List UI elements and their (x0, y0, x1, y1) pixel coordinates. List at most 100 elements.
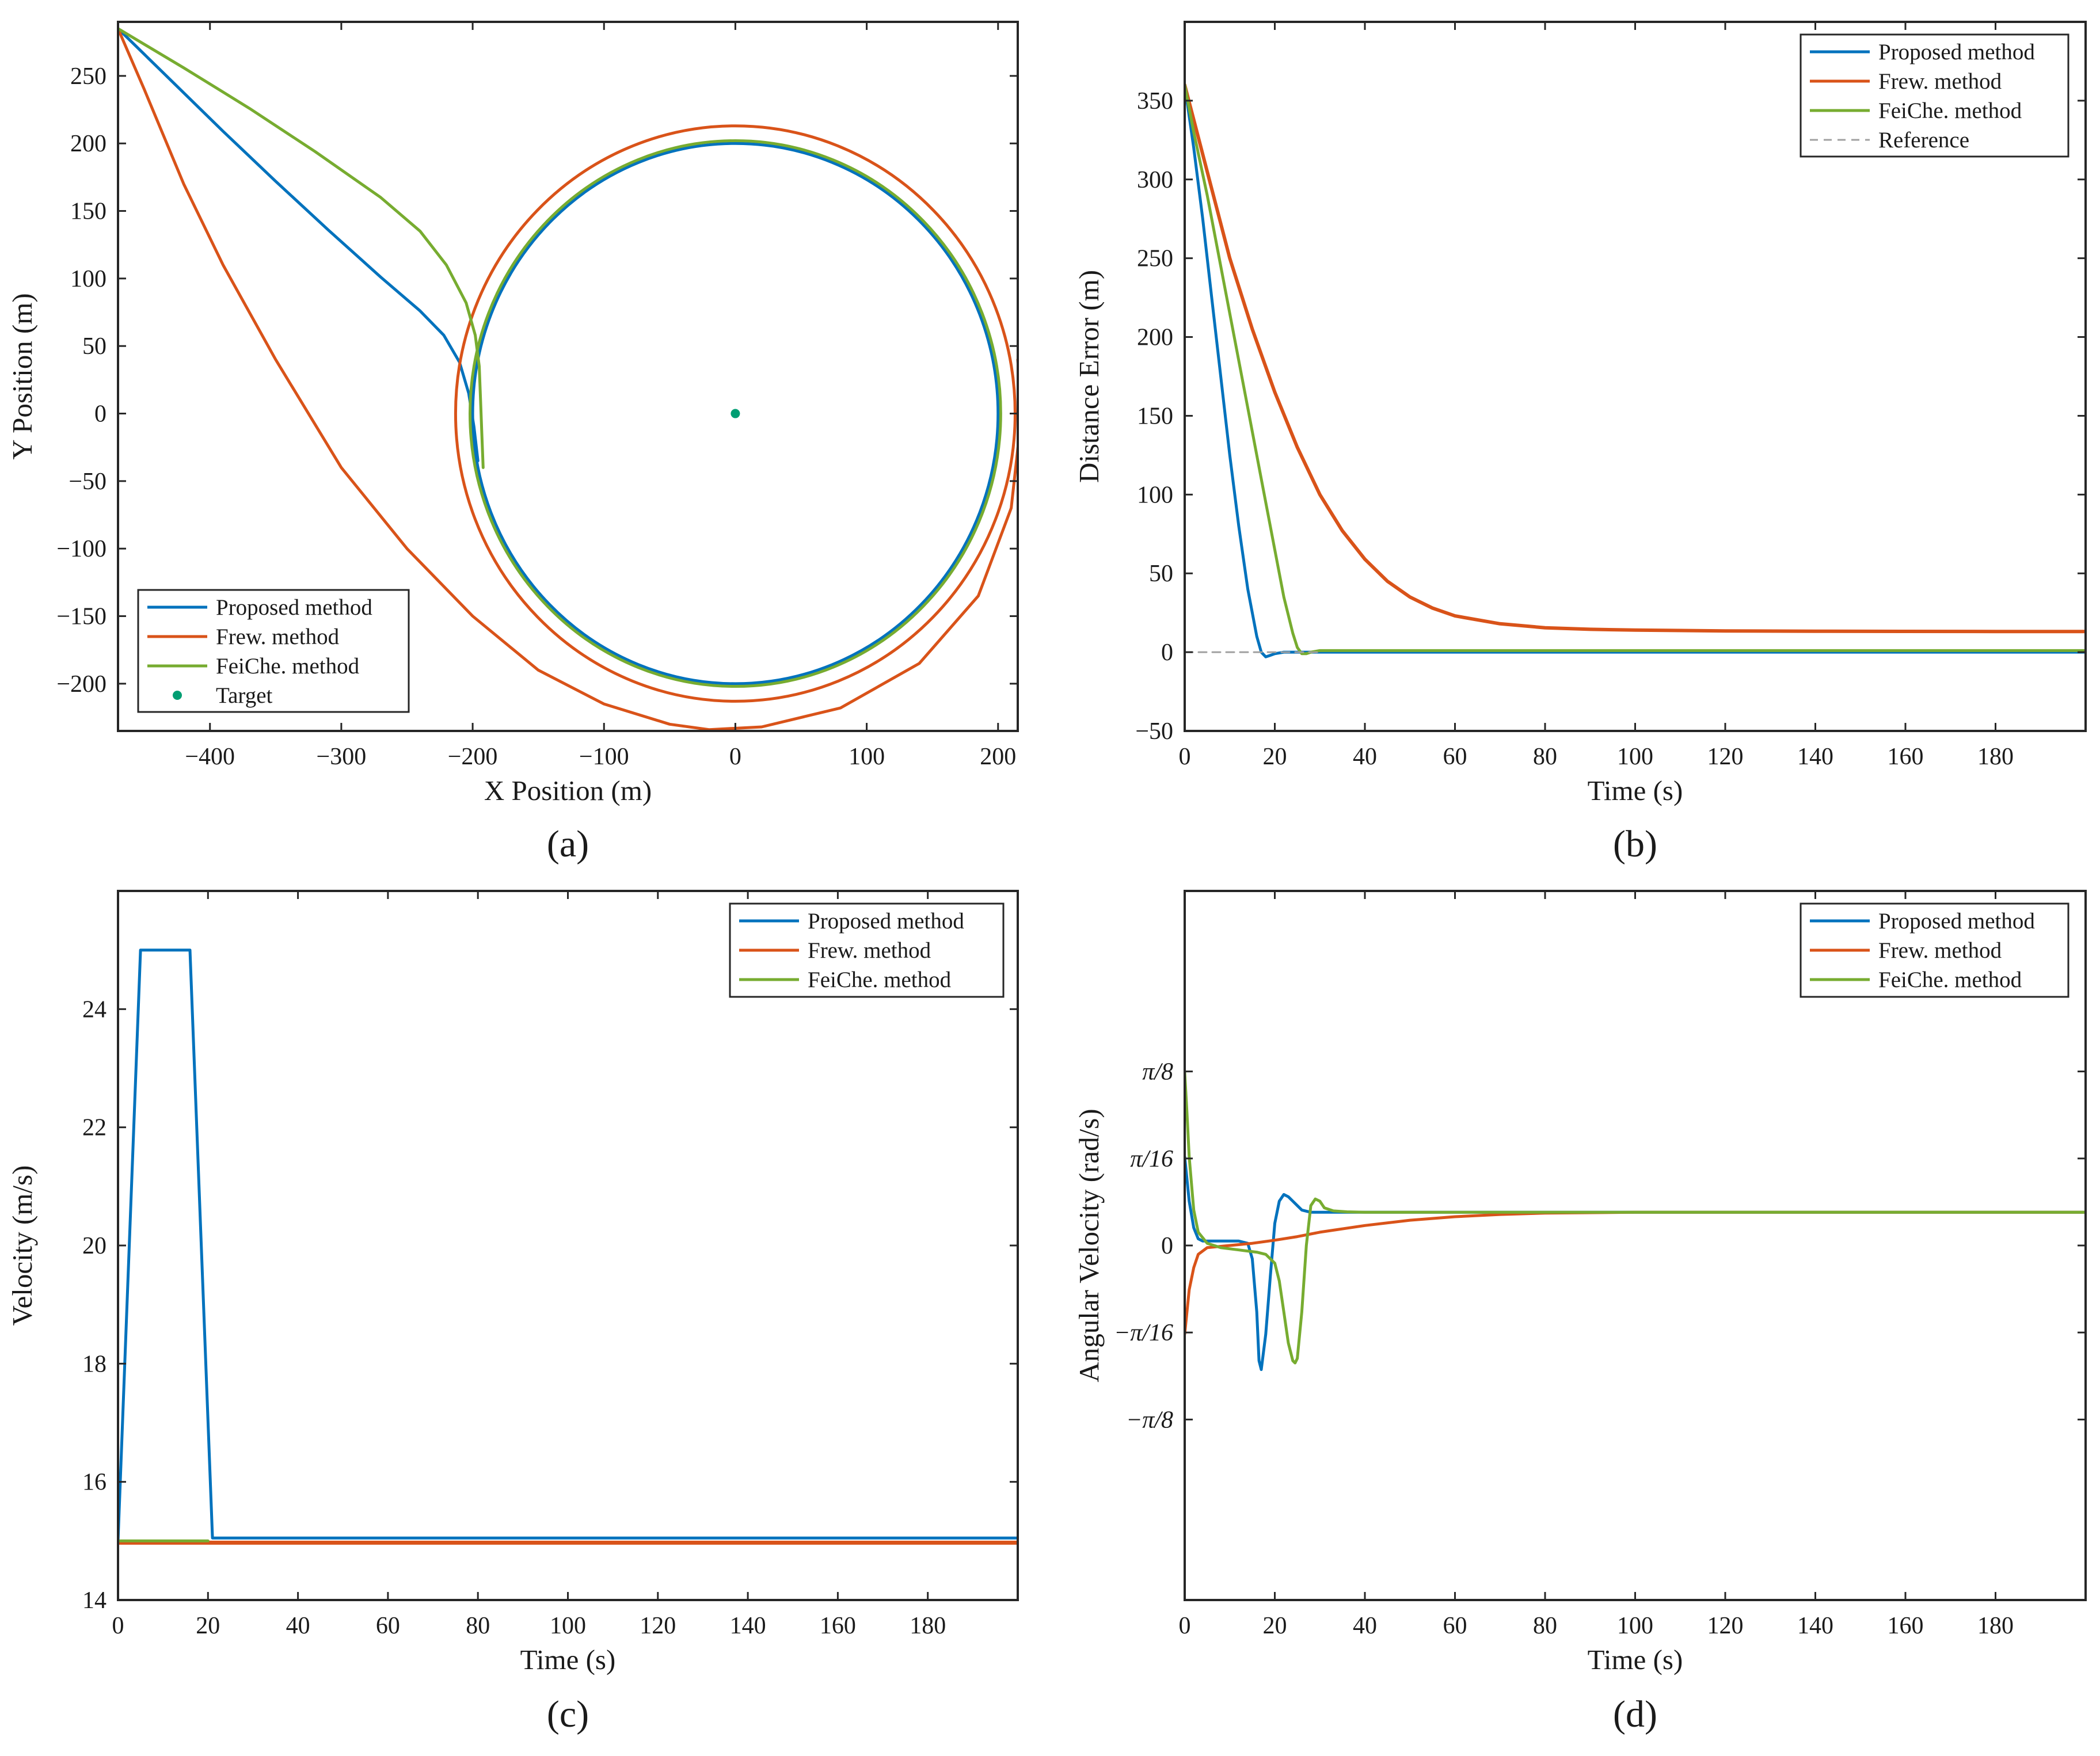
panel-a-y-tick-label: −150 (56, 604, 106, 630)
panel-b-label: (b) (1613, 823, 1657, 865)
panel-d-y-tick-label: −π/16 (1114, 1320, 1173, 1346)
panel-a-x-tick-label: −400 (185, 744, 235, 770)
panel-c-x-tick-label: 140 (730, 1613, 766, 1639)
panel-c-x-tick-label: 80 (466, 1613, 490, 1639)
panel-d-y-tick-label: π/16 (1130, 1146, 1173, 1172)
panel-a-legend-label-feiche-method: FeiChe. method (216, 654, 360, 679)
panel-a-series-feiche-method-orbit (469, 139, 1002, 688)
panel-b-legend-label-feiche-method: FeiChe. method (1878, 98, 2022, 123)
panel-d-series-proposed-method (1185, 1155, 2086, 1372)
panel-c-series-proposed-method (118, 949, 1018, 1542)
panel-a-x-tick-label: −100 (579, 744, 629, 770)
panel-a-series-feiche-method-approach (118, 27, 485, 469)
panel-c-x-tick-label: 160 (820, 1613, 856, 1639)
panel-d-x-tick-label: 160 (1888, 1613, 1924, 1639)
panel-b-series-proposed-method (1185, 83, 2086, 658)
panel-d-y-axis-label: Angular Velocity (rad/s) (1073, 1109, 1105, 1382)
panel-a-y-tick-label: 150 (70, 199, 106, 225)
panel-b-x-tick-label: 120 (1707, 744, 1744, 770)
panel-a-legend: Proposed method Frew. method FeiChe. metho… (137, 589, 410, 713)
panel-c-y-axis-label: Velocity (m/s) (6, 1165, 38, 1326)
panel-a-legend-box (137, 589, 410, 713)
panel-c-x-tick-label: 120 (640, 1613, 676, 1639)
panel-d-angular-velocity: 0 20 40 60 80 100 120 140 160 180 −π/8 −π/16 0 π/16 π/… (1073, 890, 2087, 1735)
panel-a-x-tick-label: −200 (448, 744, 498, 770)
panel-a-y-tick-label: 200 (70, 131, 106, 157)
panel-c-x-tick-label: 0 (112, 1613, 124, 1639)
panel-a-y-tick-label: −200 (56, 671, 106, 698)
panel-a-ticks: −400 −300 −200 −100 0 100 200 −200 −150 −100 −50 0 5… (56, 22, 1018, 770)
panel-d-y-tick-label: π/8 (1142, 1059, 1173, 1085)
panel-b-x-tick-label: 160 (1888, 744, 1924, 770)
panel-d-x-tick-label: 80 (1533, 1613, 1557, 1639)
panel-c-y-tick-label: 20 (82, 1233, 106, 1259)
panel-b-y-axis-label: Distance Error (m) (1073, 270, 1105, 483)
panel-c-x-axis-label: Time (s) (520, 1644, 616, 1675)
panel-d-ticks: 0 20 40 60 80 100 120 140 160 180 −π/8 −π/16 0 π/16 π/… (1114, 891, 2086, 1639)
panel-b-x-tick-label: 0 (1179, 744, 1191, 770)
panel-b-x-tick-label: 60 (1443, 744, 1467, 770)
panel-a-y-tick-label: 100 (70, 266, 106, 292)
panel-d-x-tick-label: 40 (1353, 1613, 1377, 1639)
panel-a-y-tick-label: 0 (94, 401, 106, 428)
panel-a-frame (117, 21, 1019, 732)
panel-c-label: (c) (547, 1693, 589, 1735)
panel-a-plot-area (118, 27, 1018, 731)
panel-c-y-tick-label: 18 (82, 1351, 106, 1377)
panel-b-x-tick-label: 140 (1797, 744, 1833, 770)
panel-a-x-axis-label: X Position (m) (484, 775, 652, 806)
panel-c-y-tick-label: 22 (82, 1115, 106, 1141)
panel-c-x-tick-label: 40 (286, 1613, 310, 1639)
panel-d-legend: Proposed method Frew. method FeiChe. metho… (1800, 902, 2069, 998)
panel-d-x-tick-label: 180 (1977, 1613, 2014, 1639)
panel-b-legend-label-frew-method: Frew. method (1878, 69, 2002, 94)
panel-b-plot-area (1185, 83, 2086, 658)
panel-a-x-tick-label: 0 (729, 744, 741, 770)
panel-d-x-tick-label: 0 (1179, 1613, 1191, 1639)
panel-b-y-tick-label: 300 (1137, 167, 1173, 193)
panel-a-y-tick-label: 50 (82, 333, 106, 360)
panel-a-y-tick-label: −100 (56, 536, 106, 562)
panel-b-legend-box (1800, 33, 2069, 158)
panel-b-y-tick-label: 350 (1137, 88, 1173, 115)
panel-c-legend-label-proposed-method: Proposed method (808, 909, 964, 934)
panel-b-x-axis-label: Time (s) (1588, 775, 1683, 806)
panel-b-y-tick-label: 250 (1137, 246, 1173, 272)
panel-c-legend: Proposed method Frew. method FeiChe. metho… (729, 902, 1005, 998)
panel-b-y-tick-label: 0 (1161, 639, 1173, 666)
panel-d-x-tick-label: 120 (1707, 1613, 1744, 1639)
panel-d-legend-label-feiche-method: FeiChe. method (1878, 967, 2022, 992)
panel-b-x-tick-label: 100 (1617, 744, 1653, 770)
panel-a-y-tick-label: 250 (70, 63, 106, 90)
panel-d-y-tick-label: −π/8 (1126, 1407, 1173, 1433)
panel-d-legend-label-proposed-method: Proposed method (1878, 909, 2035, 934)
panel-a-target-marker (731, 409, 740, 418)
panel-a-label: (a) (547, 823, 589, 865)
panel-a-legend-label-proposed-method: Proposed method (216, 595, 372, 620)
panel-d-x-tick-label: 140 (1797, 1613, 1833, 1639)
panel-d-y-tick-label: 0 (1161, 1233, 1173, 1259)
panel-b-series-feiche-method (1185, 83, 2086, 656)
panel-a-y-tick-label: −50 (69, 468, 106, 495)
panel-d-label: (d) (1613, 1693, 1657, 1735)
panel-c-legend-label-frew-method: Frew. method (808, 938, 931, 963)
panel-d-series-feiche-method (1185, 1071, 2086, 1365)
panel-b-x-tick-label: 20 (1263, 744, 1287, 770)
panel-a-x-tick-label: 100 (849, 744, 885, 770)
panel-a-x-tick-label: −300 (317, 744, 367, 770)
panel-b-legend: Proposed method Frew. method FeiChe. metho… (1800, 33, 2069, 158)
panel-a-legend-swatch-target (173, 691, 182, 700)
panel-c-x-tick-label: 60 (376, 1613, 400, 1639)
panel-b-y-tick-label: 100 (1137, 482, 1173, 508)
panel-a-x-tick-label: 200 (980, 744, 1016, 770)
panel-b-distance-error: 0 20 40 60 80 100 120 140 160 180−500501001502002… (1073, 21, 2087, 865)
panel-b-y-tick-label: −50 (1135, 718, 1173, 745)
panel-d-x-axis-label: Time (s) (1588, 1644, 1683, 1675)
panel-c-ticks: 0 20 40 60 80 100 120 140 160 180 14 16 18 20 22 24 (82, 891, 1018, 1639)
panel-d-legend-label-frew-method: Frew. method (1878, 938, 2002, 963)
panel-d-plot-area (1185, 1071, 2086, 1372)
panel-c-legend-label-feiche-method: FeiChe. method (808, 967, 952, 992)
panel-c-x-tick-label: 100 (550, 1613, 586, 1639)
panel-a-y-axis-label: Y Position (m) (6, 293, 38, 459)
